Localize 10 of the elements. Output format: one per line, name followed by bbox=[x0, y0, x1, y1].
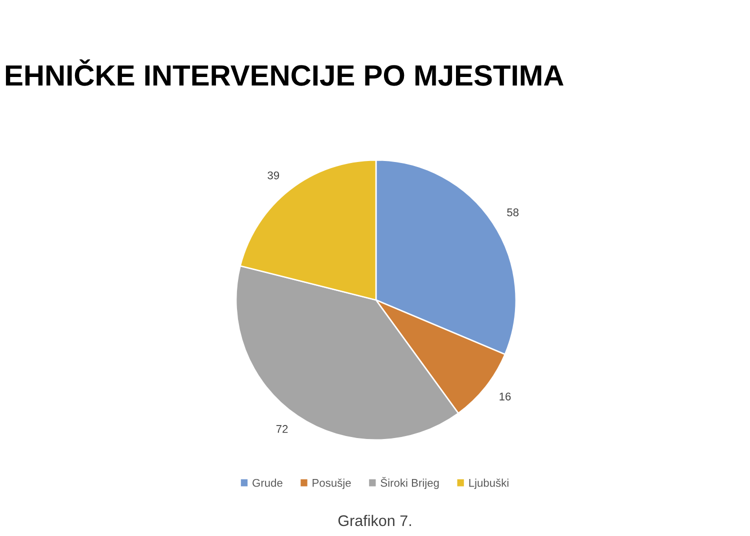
text: Grafikon 7. bbox=[338, 514, 411, 526]
data-label: 16 bbox=[500, 392, 511, 400]
data-label: 39 bbox=[268, 171, 280, 180]
chart-title: EHNIČKE INTERVENCIJE PO MJESTIMA bbox=[6, 59, 564, 86]
data-label: 72 bbox=[276, 425, 288, 433]
legend-label: Ljubuški bbox=[469, 478, 508, 490]
legend-label: Grude bbox=[252, 478, 282, 487]
data-label: 58 bbox=[507, 208, 519, 216]
legend-label: Posušje bbox=[312, 478, 351, 490]
legend-label: Široki Brijeg bbox=[380, 476, 439, 490]
